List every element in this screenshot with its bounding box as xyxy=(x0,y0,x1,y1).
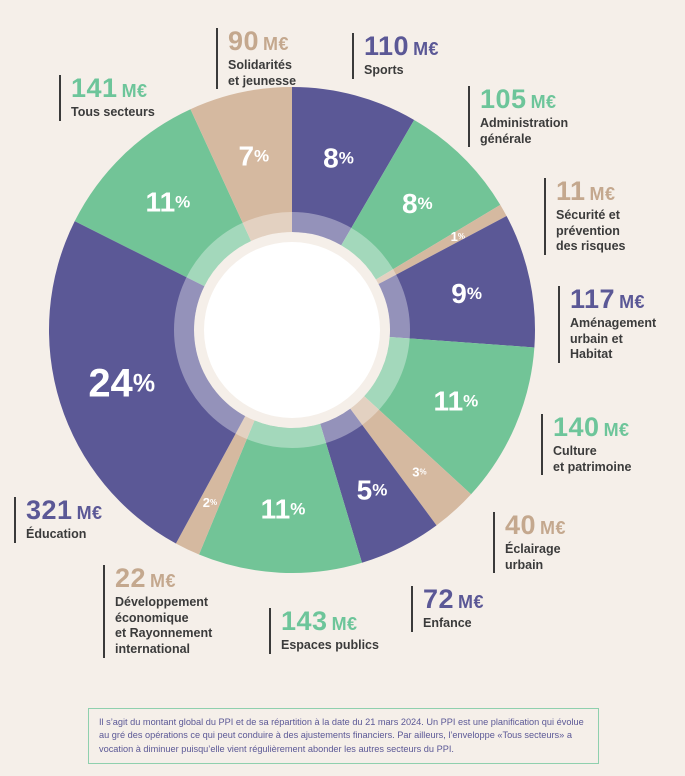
percent-label: 24% xyxy=(88,361,155,405)
inner-ring xyxy=(174,212,410,448)
label-espaces-publics: 143 M€ Espaces publics xyxy=(269,608,379,654)
donut-hole xyxy=(204,242,380,418)
percent-label: 1% xyxy=(451,229,465,244)
percent-label: 7% xyxy=(238,140,269,171)
percent-label: 8% xyxy=(402,187,433,218)
label-securite: 11 M€ Sécurité et prévention des risques xyxy=(544,178,625,255)
label-culture: 140 M€ Culture et patrimoine xyxy=(541,414,632,476)
label-eclairage: 40 M€ Éclairage urbain xyxy=(493,512,566,574)
label-tous-secteurs: 141 M€ Tous secteurs xyxy=(59,75,155,121)
percent-label: 11% xyxy=(146,186,191,217)
slice-tous-secteurs xyxy=(74,109,252,287)
label-developpement: 22 M€ Développement économique et Rayonne… xyxy=(103,565,212,658)
label-education: 321 M€ Éducation xyxy=(14,497,103,543)
slice-solidarites xyxy=(190,87,292,241)
slice-administration xyxy=(341,119,501,280)
label-amenagement: 117 M€ Aménagement urbain et Habitat xyxy=(558,286,656,363)
slice-eclairage xyxy=(350,396,472,526)
slice-developpement xyxy=(175,416,255,555)
percent-label: 3% xyxy=(412,464,426,479)
label-sports: 110 M€ Sports xyxy=(352,33,439,79)
slice-amenagement xyxy=(378,215,535,348)
slice-enfance xyxy=(320,408,437,563)
slice-espaces-publics xyxy=(199,420,362,573)
label-enfance: 72 M€ Enfance xyxy=(411,586,484,632)
slice-culture xyxy=(364,337,535,495)
slice-securite-et xyxy=(375,204,507,285)
slice-sports xyxy=(292,87,415,246)
label-administration: 105 M€ Administration générale xyxy=(468,86,568,148)
label-solidarites: 90 M€ Solidarités et jeunesse xyxy=(216,28,296,90)
percent-label: 5% xyxy=(357,474,388,505)
percent-label: 9% xyxy=(451,278,482,309)
percent-label: 8% xyxy=(323,142,354,173)
footnote: Il s’agit du montant global du PPI et de… xyxy=(88,708,599,764)
percent-label: 11% xyxy=(261,493,306,524)
donut-chart: 8% 8% 1% 9% 11% 3% 5% 11% 2% 24% 11% 7% xyxy=(49,87,535,573)
percent-label: 2% xyxy=(203,494,217,509)
percent-label: 11% xyxy=(434,385,479,416)
slice-education xyxy=(49,221,246,544)
